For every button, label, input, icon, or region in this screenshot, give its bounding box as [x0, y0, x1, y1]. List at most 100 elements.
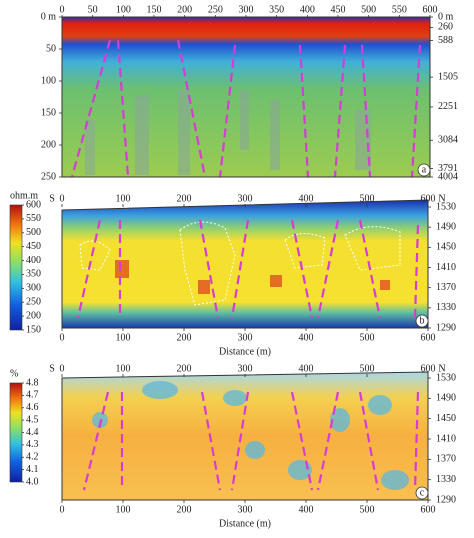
- y-tick-label: 150: [41, 107, 56, 118]
- panel-badge: [415, 314, 429, 328]
- side-label: S: [49, 363, 55, 374]
- y2-tick-label: 1450: [436, 242, 456, 253]
- y2-tick-label: 1490: [436, 221, 456, 232]
- colorbar-tick-label: 250: [26, 297, 41, 308]
- x-tick-label: 200: [177, 332, 192, 343]
- colorbar-tick-label: 200: [26, 310, 41, 321]
- x-tick-label: 0: [60, 504, 65, 515]
- colorbar-tick-label: 4.7: [26, 390, 39, 401]
- x-tick-label: 0: [60, 4, 65, 15]
- y2-tick-label: 1370: [436, 454, 456, 465]
- x-tick-label: 400: [299, 332, 314, 343]
- y2-tick-label: 1530: [436, 201, 456, 212]
- x-tick-label: 600: [423, 4, 438, 15]
- x-tick-label: 600: [421, 504, 436, 515]
- x-tick-label: 400: [299, 504, 314, 515]
- x-tick-label: 100: [116, 4, 131, 15]
- y2-tick-label: 0 m: [438, 11, 454, 22]
- colorbar-tick-label: 450: [26, 241, 41, 252]
- colorbar-tick-label: 4.3: [26, 439, 39, 450]
- colorbar-label: ohm.m: [10, 190, 38, 201]
- y2-tick-label: 3791: [438, 163, 458, 174]
- x-tick-label: 200: [177, 193, 192, 204]
- y2-tick-label: 1450: [436, 413, 456, 424]
- y2-tick-label: 1330: [436, 474, 456, 485]
- x-tick-label: 50: [88, 4, 98, 15]
- x-axis-label: Distance (m): [219, 346, 271, 357]
- colorbar-tick-label: 4.4: [26, 427, 39, 438]
- y2-tick-label: 1505: [438, 71, 458, 82]
- x-axis-label: Distance (m): [219, 518, 271, 529]
- colorbar-tick-label: 550: [26, 213, 41, 224]
- x-tick-label: 0: [60, 193, 65, 204]
- x-tick-label: 200: [177, 363, 192, 374]
- y2-tick-label: 1330: [436, 302, 456, 313]
- side-label: S: [49, 193, 55, 204]
- x-tick-label: 600: [421, 193, 436, 204]
- x-tick-label: 0: [60, 332, 65, 343]
- side-label: N: [438, 193, 445, 204]
- colorbar-tick-label: 4.2: [26, 452, 39, 463]
- x-tick-label: 250: [208, 4, 223, 15]
- panel-label: b: [420, 315, 425, 326]
- x-tick-label: 350: [269, 4, 284, 15]
- y2-tick-label: 1530: [436, 372, 456, 383]
- colorbar-tick-label: 300: [26, 283, 41, 294]
- x-tick-label: 300: [238, 193, 253, 204]
- y-tick-label: 0 m: [41, 11, 57, 22]
- y2-tick-label: 2251: [438, 101, 458, 112]
- x-tick-label: 450: [331, 4, 346, 15]
- field-c: [61, 371, 429, 501]
- x-tick-label: 600: [421, 332, 436, 343]
- field-a: [61, 16, 431, 178]
- x-tick-label: 300: [238, 332, 253, 343]
- colorbar-label: %: [10, 368, 18, 379]
- x-tick-label: 300: [238, 504, 253, 515]
- y-tick-label: 200: [41, 139, 56, 150]
- y-tick-label: 250: [41, 171, 56, 182]
- y2-tick-label: 1290: [436, 494, 456, 505]
- colorbar-tick-label: 350: [26, 269, 41, 280]
- y2-tick-label: 1410: [436, 262, 456, 273]
- colorbar-tick-label: 150: [26, 324, 41, 335]
- x-tick-label: 400: [299, 363, 314, 374]
- x-tick-label: 500: [360, 363, 375, 374]
- y2-tick-label: 1290: [436, 322, 456, 333]
- x-tick-label: 300: [239, 4, 254, 15]
- x-tick-label: 550: [392, 4, 407, 15]
- x-tick-label: 500: [360, 332, 375, 343]
- x-tick-label: 400: [299, 193, 314, 204]
- colorbar: [9, 382, 23, 483]
- x-tick-label: 500: [360, 504, 375, 515]
- panel-label: c: [420, 487, 425, 498]
- colorbar-tick-label: 400: [26, 255, 41, 266]
- x-tick-label: 600: [421, 363, 436, 374]
- x-tick-label: 500: [361, 4, 376, 15]
- y2-tick-label: 1370: [436, 282, 456, 293]
- x-tick-label: 500: [360, 193, 375, 204]
- colorbar-tick-label: 4.5: [26, 414, 39, 425]
- x-tick-label: 0: [60, 363, 65, 374]
- x-tick-label: 150: [147, 4, 162, 15]
- y2-tick-label: 1490: [436, 393, 456, 404]
- x-tick-label: 100: [116, 363, 131, 374]
- y2-tick-label: 588: [438, 35, 453, 46]
- x-tick-label: 100: [116, 332, 131, 343]
- colorbar-tick-label: 4.6: [26, 402, 39, 413]
- x-tick-label: 100: [116, 504, 131, 515]
- y2-tick-label: 1410: [436, 433, 456, 444]
- colorbar-tick-label: 500: [26, 227, 41, 238]
- x-tick-label: 200: [177, 504, 192, 515]
- field-b: [61, 199, 429, 329]
- x-tick-label: 100: [116, 193, 131, 204]
- colorbar-tick-label: 4.0: [26, 476, 39, 487]
- y-tick-label: 100: [41, 75, 56, 86]
- y2-tick-label: 260: [438, 22, 453, 33]
- x-tick-label: 300: [238, 363, 253, 374]
- y2-tick-label: 3084: [438, 135, 458, 146]
- side-label: N: [438, 363, 445, 374]
- colorbar-tick-label: 4.1: [26, 464, 39, 475]
- panel-badge: [417, 163, 431, 177]
- y-tick-label: 50: [46, 43, 56, 54]
